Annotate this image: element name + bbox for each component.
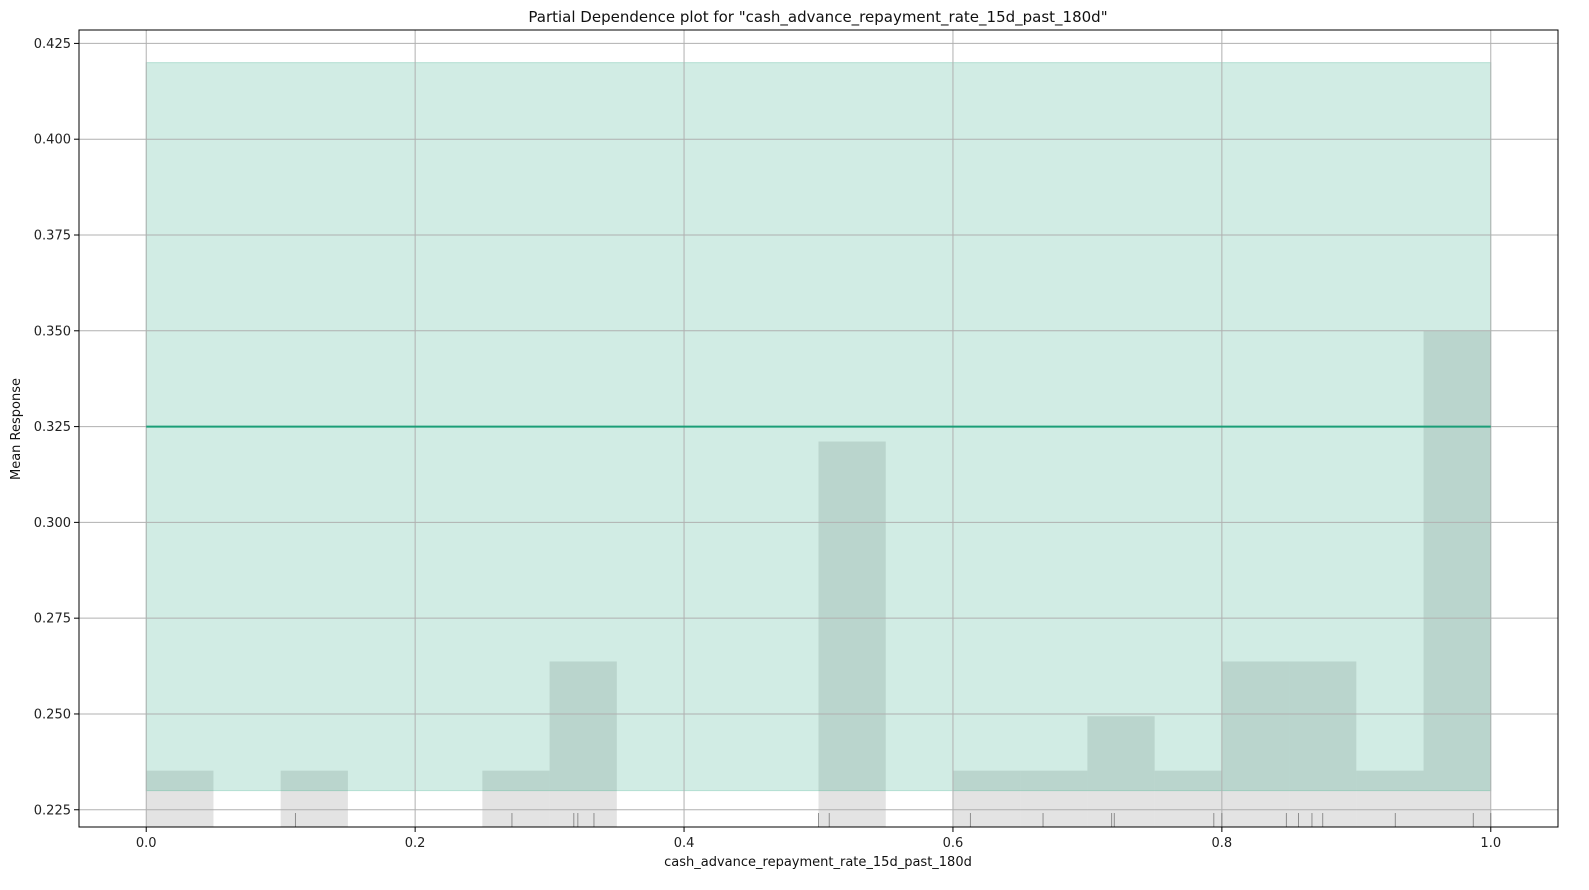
y-tick-label: 0.350 bbox=[34, 324, 71, 339]
histogram-bar bbox=[1020, 770, 1088, 827]
y-tick-label: 0.225 bbox=[34, 803, 71, 818]
x-tick-label: 0.0 bbox=[136, 836, 157, 851]
y-tick-label: 0.400 bbox=[34, 133, 71, 148]
histogram-bar bbox=[1423, 330, 1491, 827]
histogram-bar bbox=[280, 770, 348, 827]
y-tick-label: 0.375 bbox=[34, 228, 71, 243]
y-tick-label: 0.300 bbox=[34, 516, 71, 531]
histogram-bar bbox=[1154, 770, 1222, 827]
histogram-bar bbox=[1289, 661, 1357, 827]
histogram-bar bbox=[549, 661, 617, 827]
y-tick-label: 0.275 bbox=[34, 612, 71, 627]
y-tick-label: 0.250 bbox=[34, 707, 71, 722]
y-tick-label: 0.325 bbox=[34, 420, 71, 435]
histogram-bar bbox=[1221, 661, 1290, 827]
histogram-bar bbox=[818, 441, 886, 827]
y-axis-label: Mean Response bbox=[9, 378, 24, 480]
histogram-bar bbox=[482, 770, 550, 827]
rug-layer bbox=[294, 813, 1492, 827]
plot-frame bbox=[78, 29, 1559, 828]
x-tick-label: 0.8 bbox=[1212, 836, 1233, 851]
x-axis-ticks: 0.0 0.2 0.4 0.6 0.8 1.0 bbox=[136, 827, 1501, 851]
y-axis-ticks: 0.225 0.250 0.275 0.300 0.325 0.350 0.375 0.400… bbox=[34, 37, 79, 818]
x-tick-label: 0.2 bbox=[405, 836, 426, 851]
histogram-bar bbox=[1356, 770, 1424, 827]
histogram-layer bbox=[146, 330, 1491, 827]
x-axis-label: cash_advance_repayment_rate_15d_past_180… bbox=[664, 855, 972, 870]
x-tick-label: 0.6 bbox=[943, 836, 964, 851]
histogram-bar bbox=[1087, 716, 1155, 827]
histogram-bar bbox=[146, 770, 214, 827]
y-tick-label: 0.425 bbox=[34, 37, 71, 52]
x-tick-label: 0.4 bbox=[674, 836, 695, 851]
chart-title: Partial Dependence plot for "cash_advanc… bbox=[528, 8, 1107, 27]
x-tick-label: 1.0 bbox=[1480, 836, 1501, 851]
histogram-bar bbox=[952, 770, 1021, 827]
